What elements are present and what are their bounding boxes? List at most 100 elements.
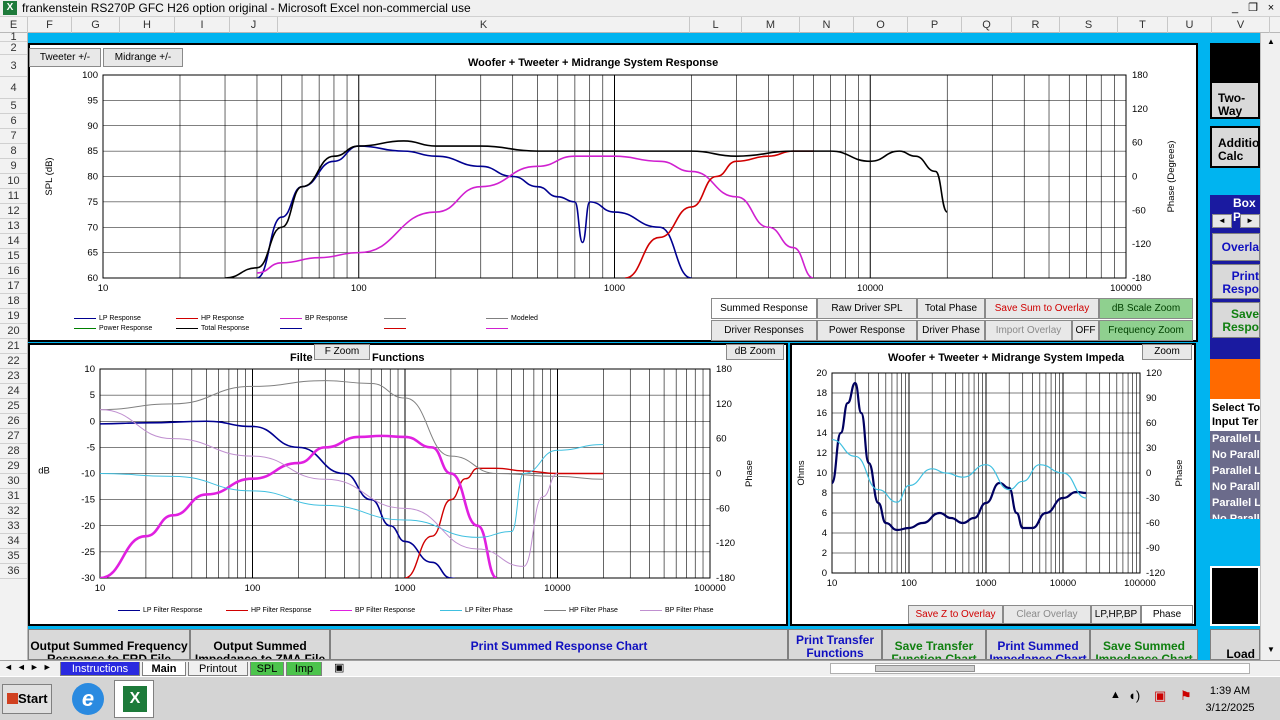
column-header[interactable]: S [1060,17,1118,33]
scroll-down-icon[interactable]: ▼ [1267,645,1275,654]
tab-printout[interactable]: Printout [188,662,248,676]
db-scale-zoom-button[interactable]: dB Scale Zoom [1099,298,1193,319]
row-header[interactable]: 16 [0,264,27,279]
clear-overlay-button[interactable]: Clear Overlay [1003,605,1091,624]
tab-instructions[interactable]: Instructions [60,662,140,676]
row-header[interactable]: 6 [0,114,27,129]
show-hidden-icons-icon[interactable]: ▲ [1110,689,1121,701]
parallel-option-2[interactable]: Parallel L [1212,465,1260,477]
zoom-button[interactable]: Zoom [1142,344,1192,360]
column-header[interactable]: T [1118,17,1168,33]
row-header[interactable]: 20 [0,324,27,339]
column-header[interactable]: E [0,17,28,33]
box-left-arrow[interactable]: ◄ [1212,214,1232,228]
horizontal-scrollbar[interactable] [830,663,1250,674]
row-header[interactable]: 30 [0,474,27,489]
save-z-overlay-button[interactable]: Save Z to Overlay [908,605,1003,624]
no-parallel-option-1[interactable]: No Paralle [1212,449,1260,461]
action-center-icon[interactable]: ⚑ [1180,688,1192,703]
tab-scroll-icons[interactable]: ◄◄►► [4,662,56,672]
driver-responses-button[interactable]: Driver Responses [711,320,817,341]
output-frd-button[interactable]: Output Summed Frequency Response to FRD … [28,629,190,660]
row-header[interactable]: 18 [0,294,27,309]
row-header[interactable]: 19 [0,309,27,324]
start-button[interactable]: Start [2,684,52,714]
column-header[interactable]: Q [962,17,1012,33]
print-response-button[interactable]: Print Respo [1212,264,1260,299]
row-header[interactable]: 10 [0,174,27,189]
excel-taskbar-button[interactable]: X [114,680,154,718]
row-header[interactable]: 34 [0,534,27,549]
print-summed-response-button[interactable]: Print Summed Response Chart [330,629,788,660]
row-header[interactable]: 1 [0,32,27,43]
frequency-zoom-button[interactable]: Frequency Zoom [1099,320,1193,341]
clock-time[interactable]: 1:39 AM [1209,685,1251,697]
row-header[interactable]: 26 [0,414,27,429]
row-header[interactable]: 27 [0,429,27,444]
two-way-calc-button[interactable]: Two-Way Calc [1210,81,1260,119]
network-icon[interactable]: ▣ [1154,688,1167,703]
row-header[interactable]: 11 [0,189,27,204]
column-header[interactable]: J [230,17,278,33]
row-header[interactable]: 13 [0,219,27,234]
row-header[interactable]: 17 [0,279,27,294]
row-header[interactable]: 14 [0,234,27,249]
raw-driver-spl-button[interactable]: Raw Driver SPL [817,298,917,319]
print-impedance-chart-button[interactable]: Print Summed Impedance Chart [986,629,1090,660]
print-transfer-functions-button[interactable]: Print Transfer Functions [788,629,882,660]
column-header[interactable]: M [742,17,800,33]
save-response-button[interactable]: Save Respo [1212,302,1260,338]
midrange-button[interactable]: Midrange +/- [103,48,183,67]
no-parallel-option-2[interactable]: No Paralle [1212,481,1260,493]
column-header[interactable]: G [72,17,120,33]
column-header[interactable]: P [908,17,962,33]
tab-spl[interactable]: SPL [250,662,284,676]
column-header[interactable]: H [120,17,175,33]
row-header[interactable]: 35 [0,549,27,564]
save-sum-overlay-button[interactable]: Save Sum to Overlay [985,298,1099,319]
tweeter-button[interactable]: Tweeter +/- [29,48,101,67]
row-header[interactable]: 15 [0,249,27,264]
parallel-option-3[interactable]: Parallel L [1212,497,1260,509]
scroll-up-icon[interactable]: ▲ [1267,37,1275,46]
row-header[interactable]: 4 [0,77,27,99]
row-header[interactable]: 31 [0,489,27,504]
total-phase-button[interactable]: Total Phase [917,298,985,319]
column-header[interactable]: F [28,17,72,33]
row-header[interactable]: 25 [0,399,27,414]
additional-calc-button[interactable]: Additional Calc [1210,126,1260,168]
save-impedance-chart-button[interactable]: Save Summed Impedance Chart [1090,629,1198,660]
column-header[interactable]: V [1212,17,1270,33]
row-header[interactable]: 23 [0,369,27,384]
speaker-icon[interactable]: ◖) [1128,688,1141,703]
minimize-button[interactable]: _ [1231,2,1239,14]
parallel-options[interactable]: Parallel L No Paralle Parallel L No Para… [1210,431,1260,519]
power-response-button[interactable]: Power Response [817,320,917,341]
close-button[interactable]: × [1267,2,1275,14]
worksheet-area[interactable]: Woofer + Tweeter + Midrange System Respo… [28,33,1260,660]
row-header[interactable]: 2 [0,42,27,55]
parallel-option-1[interactable]: Parallel L [1212,433,1260,445]
internet-explorer-icon[interactable]: e [72,683,104,715]
save-transfer-chart-button[interactable]: Save Transfer Function Chart [882,629,986,660]
no-parallel-option-3[interactable]: No Paralle [1212,513,1260,519]
clock-date[interactable]: 3/12/2025 [1205,702,1255,714]
row-header[interactable]: 28 [0,444,27,459]
row-header[interactable]: 8 [0,144,27,159]
row-header[interactable]: 7 [0,129,27,144]
phase-button[interactable]: Phase [1141,605,1193,624]
f-zoom-button[interactable]: F Zoom [314,344,370,360]
row-header[interactable]: 12 [0,204,27,219]
column-header[interactable]: O [854,17,908,33]
summed-response-button[interactable]: Summed Response [711,298,817,319]
row-header[interactable]: 22 [0,354,27,369]
row-header[interactable]: 29 [0,459,27,474]
driver-phase-button[interactable]: Driver Phase [917,320,985,341]
row-header[interactable]: 9 [0,159,27,174]
vertical-scrollbar[interactable]: ▲ ▼ [1260,33,1280,660]
column-header[interactable]: I [175,17,230,33]
off-button[interactable]: OFF [1072,320,1099,341]
output-zma-button[interactable]: Output Summed Impedance to ZMA File [190,629,330,660]
column-header[interactable]: L [690,17,742,33]
db-zoom-button[interactable]: dB Zoom [726,344,784,360]
